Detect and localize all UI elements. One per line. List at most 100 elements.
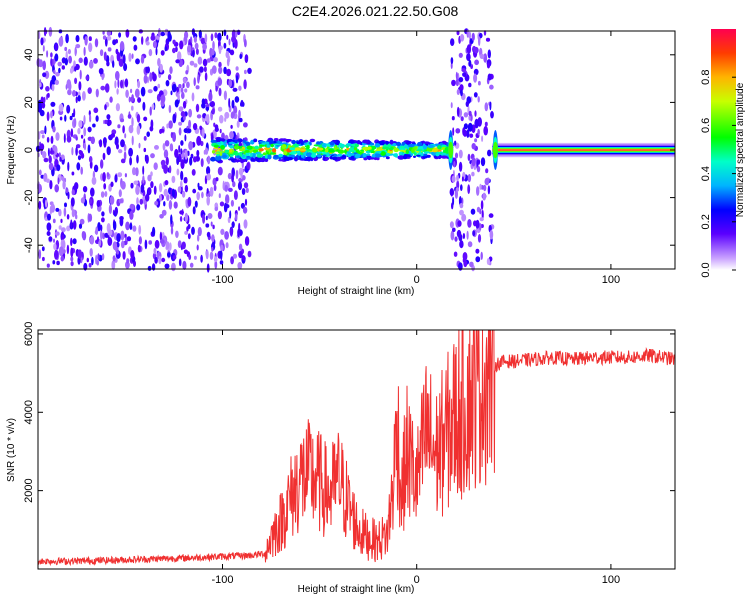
noise-speck <box>46 231 51 236</box>
noise-speck <box>60 218 63 223</box>
noise-speck <box>110 181 114 188</box>
noise-speck <box>466 53 471 62</box>
noise-speck <box>479 183 482 190</box>
signal-speck <box>273 155 279 158</box>
noise-speck <box>471 157 476 167</box>
noise-speck <box>172 132 177 142</box>
noise-speck <box>100 191 105 198</box>
noise-speck <box>66 104 71 114</box>
noise-speck <box>104 119 108 125</box>
noise-speck <box>454 140 457 146</box>
noise-speck <box>83 115 86 125</box>
noise-speck <box>44 70 50 79</box>
noise-speck <box>90 187 95 197</box>
signal-speck <box>411 148 415 154</box>
noise-speck <box>459 240 464 249</box>
noise-speck <box>182 77 187 84</box>
noise-speck <box>47 92 50 98</box>
noise-speck <box>159 231 163 241</box>
noise-speck <box>160 31 166 37</box>
noise-speck <box>206 263 210 273</box>
noise-speck <box>48 26 53 37</box>
noise-speck <box>95 115 99 122</box>
signal-speck <box>353 146 358 151</box>
noise-speck <box>153 86 158 92</box>
noise-speck <box>120 79 123 89</box>
noise-speck <box>125 29 130 38</box>
noise-speck <box>128 52 132 63</box>
noise-speck <box>206 166 211 176</box>
noise-speck <box>106 146 111 156</box>
noise-speck <box>167 33 172 42</box>
noise-speck <box>243 182 249 189</box>
noise-speck <box>243 219 248 229</box>
noise-speck <box>154 145 159 150</box>
noise-speck <box>150 181 154 189</box>
signal-speck <box>367 146 372 151</box>
noise-speck <box>195 48 199 55</box>
snr-x-axis-label: Height of straight line (km) <box>298 584 415 595</box>
signal-speck <box>281 144 287 149</box>
colorbar-tick-label: 0.4 <box>700 166 712 181</box>
colorbar-tick-label: 0.0 <box>700 262 712 277</box>
noise-speck <box>490 111 494 119</box>
noise-speck <box>179 216 183 222</box>
signal-speck <box>350 143 356 147</box>
noise-speck <box>477 96 480 103</box>
noise-speck <box>451 116 455 121</box>
noise-speck <box>480 251 483 260</box>
noise-speck <box>46 111 50 122</box>
noise-speck <box>57 61 62 67</box>
noise-speck <box>231 174 235 183</box>
signal-speck <box>294 157 298 162</box>
noise-speck <box>54 249 59 260</box>
noise-speck <box>230 199 234 207</box>
noise-speck <box>469 261 474 268</box>
noise-speck <box>72 238 77 245</box>
noise-speck <box>146 131 150 137</box>
noise-speck <box>154 35 160 41</box>
noise-speck <box>485 168 489 174</box>
noise-speck <box>104 37 108 47</box>
noise-speck <box>197 234 200 242</box>
signal-speck <box>258 148 264 152</box>
noise-speck <box>468 59 472 67</box>
noise-speck <box>489 229 494 240</box>
noise-speck <box>179 40 184 50</box>
noise-speck <box>213 122 216 128</box>
noise-speck <box>218 66 223 75</box>
noise-speck <box>468 82 472 88</box>
signal-speck <box>324 148 329 153</box>
signal-speck <box>220 138 226 142</box>
signal-speck <box>249 154 254 157</box>
noise-speck <box>157 83 161 89</box>
signal-speck <box>387 143 391 149</box>
noise-speck <box>218 45 222 55</box>
noise-speck <box>53 69 56 75</box>
noise-speck <box>75 146 78 156</box>
noise-speck <box>200 254 203 263</box>
noise-speck <box>189 60 195 66</box>
noise-speck <box>181 91 185 100</box>
noise-speck <box>466 129 470 138</box>
noise-speck <box>52 260 56 265</box>
noise-speck <box>38 169 42 176</box>
signal-speck <box>234 143 239 147</box>
noise-speck <box>215 177 219 182</box>
noise-speck <box>475 219 480 229</box>
noise-speck <box>82 91 86 101</box>
noise-speck <box>40 130 45 135</box>
y-tick-label: 40 <box>23 49 35 61</box>
noise-speck <box>229 227 233 237</box>
noise-speck <box>219 201 225 207</box>
noise-speck <box>72 90 76 97</box>
noise-speck <box>160 50 165 56</box>
signal-speck <box>440 155 448 159</box>
noise-speck <box>206 196 210 206</box>
signal-speck <box>348 147 355 153</box>
noise-speck <box>140 86 146 97</box>
noise-speck <box>116 88 119 95</box>
signal-speck <box>298 139 304 143</box>
noise-speck <box>486 258 490 265</box>
noise-speck <box>197 226 202 237</box>
